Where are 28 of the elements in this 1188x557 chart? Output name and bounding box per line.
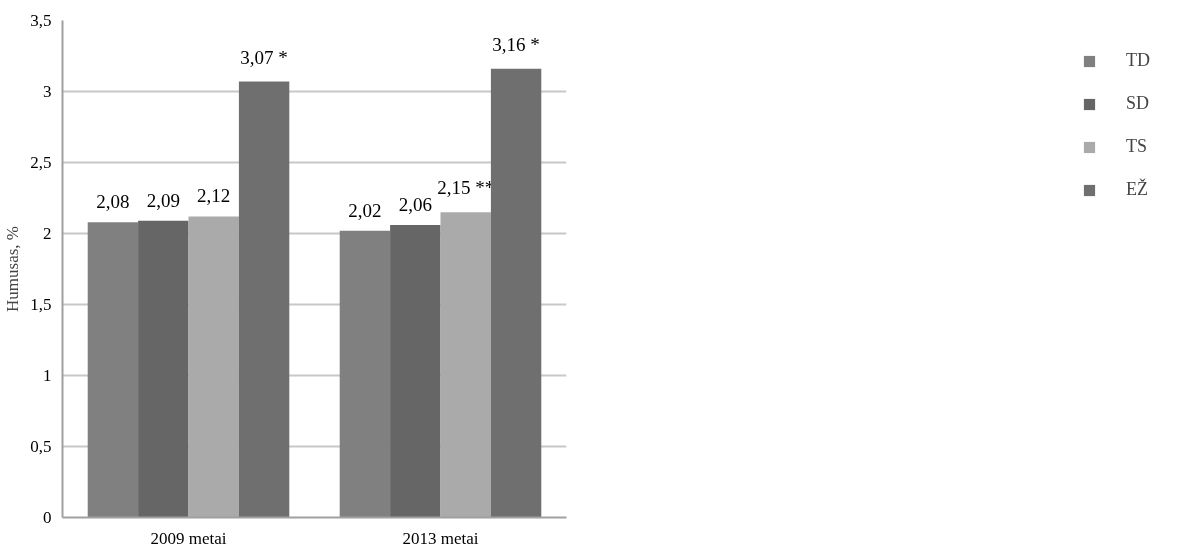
x-tick-label: 2009 metai (150, 528, 227, 548)
y-tick-label: 0,5 (30, 437, 52, 456)
y-axis-title: Humusas, % (3, 226, 23, 312)
data-label: 3,16 * (492, 33, 540, 55)
y-tick-label: 3 (43, 82, 52, 101)
legend-label: TD (1126, 50, 1150, 71)
y-tick-label: 1,5 (30, 295, 52, 314)
bar (238, 81, 290, 518)
bar (138, 220, 189, 518)
y-tick-label: 3,5 (30, 11, 52, 30)
data-label: 3,07 * (240, 46, 288, 68)
y-tick-label: 2,5 (30, 153, 52, 172)
bar (490, 68, 542, 518)
y-tick-label: 2 (43, 224, 52, 243)
data-label: 2,08 (96, 191, 130, 213)
bar (87, 222, 139, 518)
x-tick-label: 2013 metai (402, 528, 479, 548)
legend-label: SD (1126, 93, 1150, 114)
data-label: 2,02 (348, 199, 382, 221)
bar (339, 230, 391, 518)
data-label: 2,06 (398, 193, 432, 215)
y-tick-label: 1 (43, 366, 52, 385)
legend-label: EŽ (1126, 179, 1148, 200)
data-label: 2,12 (197, 185, 231, 207)
bar (390, 224, 441, 518)
legend-label: TS (1126, 136, 1148, 157)
y-tick-label: 0 (43, 508, 52, 527)
data-label: 2,09 (146, 189, 180, 211)
